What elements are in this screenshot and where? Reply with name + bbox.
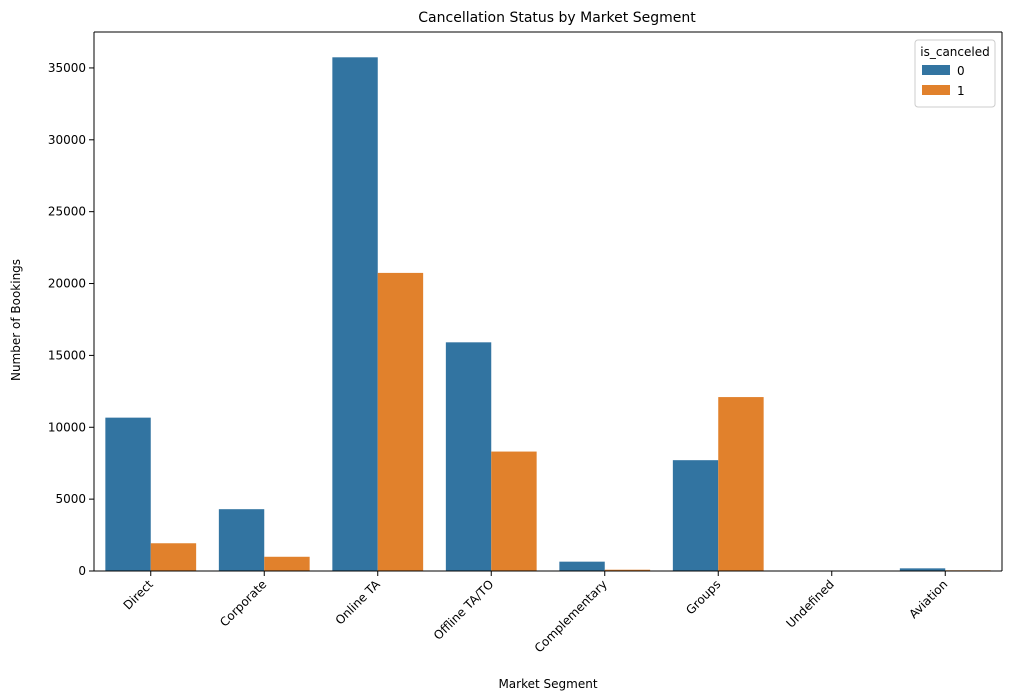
x-tick-label: Direct [121,577,157,613]
bar-offline-ta-to-series-0 [445,342,492,571]
bar-online-ta-series-1 [377,272,424,571]
y-tick-label: 10000 [48,420,86,434]
legend-label-0: 0 [957,64,965,78]
y-axis-label: Number of Bookings [9,259,23,381]
legend: is_canceled 0 1 [914,39,996,108]
y-tick-label: 15000 [48,348,86,362]
bar-direct-series-1 [150,543,197,571]
x-tick-label: Undefined [783,577,836,630]
x-tick-label: Corporate [217,577,269,629]
x-tick-label: Groups [683,577,723,617]
bar-corporate-series-0 [218,509,265,571]
y-tick-label: 25000 [48,205,86,219]
x-tick-label: Aviation [906,577,950,621]
x-tick-label: Complementary [532,577,610,655]
y-tick-label: 20000 [48,277,86,291]
legend-title: is_canceled [920,45,989,59]
x-axis-label: Market Segment [498,677,597,691]
bar-complementary-series-1 [604,569,651,571]
bar-groups-series-0 [672,460,719,571]
y-tick-label: 5000 [55,492,86,506]
plot-area [105,57,991,572]
bar-complementary-series-0 [559,561,605,571]
legend-swatch-0 [922,65,950,75]
bar-offline-ta-to-series-1 [491,451,537,571]
legend-swatch-1 [922,85,950,95]
bar-direct-series-0 [105,417,151,571]
bar-groups-series-1 [718,397,764,571]
y-tick-label: 30000 [48,133,86,147]
legend-label-1: 1 [957,84,965,98]
y-tick-label: 35000 [48,61,86,75]
y-axis: 0 5000 10000 15000 20000 25000 30000 35000 [48,32,1003,578]
bar-aviation-series-0 [899,568,946,571]
bar-corporate-series-1 [264,556,310,571]
y-tick-label: 0 [78,564,86,578]
bar-online-ta-series-0 [332,57,378,572]
chart-title: Cancellation Status by Market Segment [418,10,696,26]
x-tick-label: Offline TA/TO [431,577,496,642]
x-tick-label: Online TA [333,577,384,628]
